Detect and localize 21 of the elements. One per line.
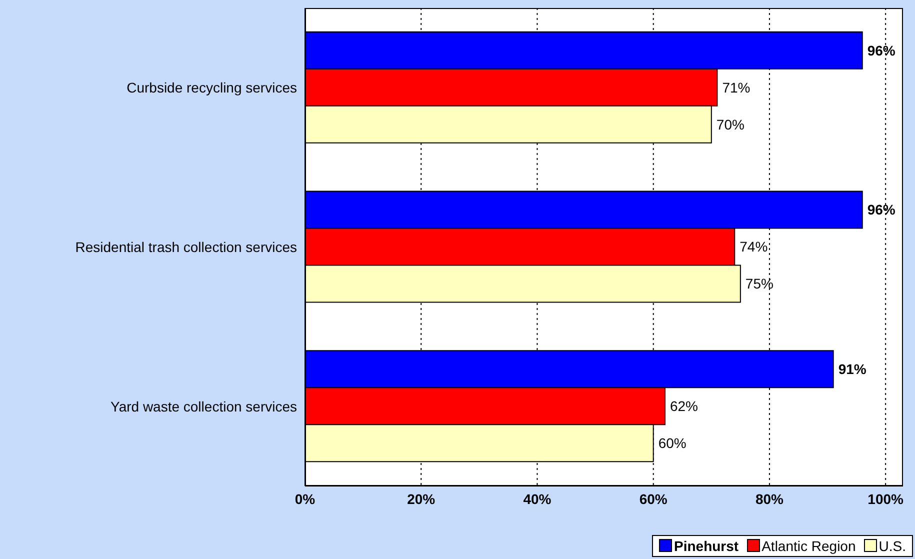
x-tick-label: 0% bbox=[294, 490, 316, 507]
y-tick-label: Yard waste collection services bbox=[110, 398, 297, 414]
x-tick-label: 100% bbox=[868, 490, 904, 507]
x-tick-label: 40% bbox=[523, 490, 552, 507]
x-tick-label: 20% bbox=[407, 490, 436, 507]
data-label: 70% bbox=[716, 116, 744, 132]
data-label: 96% bbox=[867, 42, 896, 58]
x-tick-label: 60% bbox=[639, 490, 668, 507]
data-label: 96% bbox=[867, 202, 896, 218]
legend-label: Pinehurst bbox=[673, 538, 739, 554]
data-label: 74% bbox=[740, 238, 768, 255]
data-label: 71% bbox=[722, 79, 750, 96]
legend-label: U.S. bbox=[878, 538, 906, 554]
data-label: 62% bbox=[670, 398, 698, 414]
y-tick-label: Residential trash collection services bbox=[75, 238, 297, 255]
data-label: 91% bbox=[838, 361, 867, 378]
data-label: 60% bbox=[658, 435, 686, 452]
x-tick-label: 80% bbox=[755, 490, 784, 507]
y-tick-label: Curbside recycling services bbox=[126, 80, 297, 96]
data-label: 75% bbox=[745, 276, 774, 292]
legend-label: Atlantic Region bbox=[760, 538, 856, 554]
